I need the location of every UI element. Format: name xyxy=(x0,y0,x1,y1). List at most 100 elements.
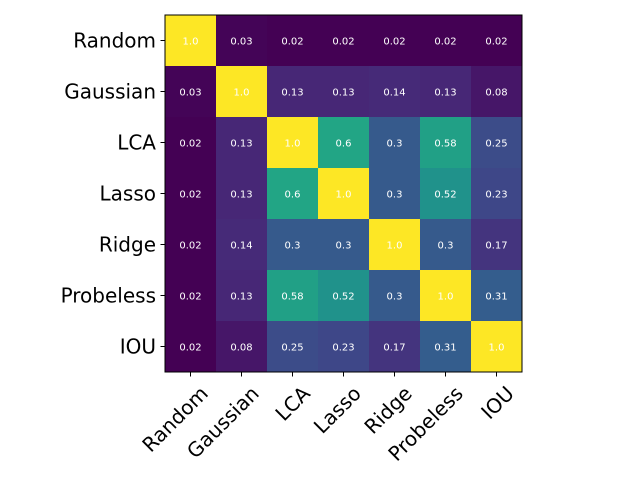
cell-value-label: 0.25 xyxy=(485,139,507,150)
cell-value-label: 1.0 xyxy=(234,88,250,99)
heatmap-cell-random-random xyxy=(165,15,217,67)
cell-value-label: 0.3 xyxy=(387,139,403,150)
heatmap-cell-iou-lca xyxy=(267,321,319,373)
y-tick-label-lasso: Lasso xyxy=(100,182,156,206)
cell-value-label: 0.6 xyxy=(336,139,352,150)
cell-value-label: 0.58 xyxy=(281,292,303,303)
cell-value-label: 0.02 xyxy=(434,37,456,48)
heatmap-cell-ridge-random xyxy=(165,219,217,271)
cell-value-label: 1.0 xyxy=(387,241,403,252)
cell-value-label: 0.13 xyxy=(281,88,303,99)
heatmap-cell-probeless-ridge xyxy=(369,270,421,322)
heatmap-cell-probeless-lca xyxy=(267,270,319,322)
cell-value-label: 0.02 xyxy=(179,190,201,201)
heatmap-cell-iou-ridge xyxy=(369,321,421,373)
cell-value-label: 0.3 xyxy=(438,241,454,252)
heatmap-cell-lca-iou xyxy=(471,117,523,169)
heatmap-cell-probeless-gaussian xyxy=(216,270,268,322)
heatmap-cell-gaussian-lca xyxy=(267,66,319,118)
cell-value-label: 0.13 xyxy=(434,88,456,99)
cell-value-label: 0.3 xyxy=(285,241,301,252)
cell-value-label: 0.02 xyxy=(179,343,201,354)
cell-value-label: 0.02 xyxy=(332,37,354,48)
cell-value-label: 0.02 xyxy=(485,37,507,48)
cell-value-label: 0.03 xyxy=(230,37,252,48)
heatmap-cell-lasso-lca xyxy=(267,168,319,220)
heatmap-cell-gaussian-probeless xyxy=(420,66,472,118)
heatmap-cell-lca-lasso xyxy=(318,117,370,169)
cell-value-label: 0.08 xyxy=(230,343,252,354)
heatmap-cell-lca-lca xyxy=(267,117,319,169)
cell-value-label: 0.3 xyxy=(387,190,403,201)
heatmap-cell-ridge-iou xyxy=(471,219,523,271)
cell-value-label: 0.13 xyxy=(230,139,252,150)
cell-value-label: 1.0 xyxy=(183,37,199,48)
cell-value-label: 0.14 xyxy=(383,88,405,99)
y-tick-label-probeless: Probeless xyxy=(61,284,156,308)
heatmap-cell-random-lca xyxy=(267,15,319,67)
cell-value-label: 0.13 xyxy=(230,190,252,201)
heatmap-cell-lca-gaussian xyxy=(216,117,268,169)
x-tick-label-iou: IOU xyxy=(476,381,519,424)
heatmap-cell-lca-probeless xyxy=(420,117,472,169)
heatmap-cell-lasso-iou xyxy=(471,168,523,220)
cell-value-label: 0.3 xyxy=(336,241,352,252)
y-tick-label-random: Random xyxy=(73,29,156,53)
heatmap-cell-iou-lasso xyxy=(318,321,370,373)
heatmap-cell-gaussian-ridge xyxy=(369,66,421,118)
heatmap-cell-ridge-ridge xyxy=(369,219,421,271)
cell-value-label: 0.31 xyxy=(485,292,507,303)
cell-value-label: 0.02 xyxy=(179,241,201,252)
cell-value-label: 0.25 xyxy=(281,343,303,354)
heatmap-cell-ridge-lca xyxy=(267,219,319,271)
heatmap-cell-gaussian-random xyxy=(165,66,217,118)
heatmap-cell-random-probeless xyxy=(420,15,472,67)
cell-value-label: 0.03 xyxy=(179,88,201,99)
cell-value-label: 1.0 xyxy=(489,343,505,354)
heatmap-cell-iou-probeless xyxy=(420,321,472,373)
cell-value-label: 0.23 xyxy=(485,190,507,201)
cell-value-label: 0.02 xyxy=(281,37,303,48)
heatmap-cell-lca-random xyxy=(165,117,217,169)
cell-value-label: 0.3 xyxy=(387,292,403,303)
heatmap-cell-lasso-ridge xyxy=(369,168,421,220)
cell-value-labels: 1.0 0.03 0.02 0.02 0.02 0.02 0.02 0.03 1.0 0.13 0.… xyxy=(179,37,507,354)
heatmap-cell-ridge-probeless xyxy=(420,219,472,271)
heatmap-cell-random-iou xyxy=(471,15,523,67)
heatmap-cell-iou-iou xyxy=(471,321,523,373)
heatmap-cell-random-ridge xyxy=(369,15,421,67)
heatmap-cell-probeless-probeless xyxy=(420,270,472,322)
heatmap-cell-ridge-gaussian xyxy=(216,219,268,271)
cell-value-label: 0.52 xyxy=(332,292,354,303)
cell-value-label: 0.6 xyxy=(285,190,301,201)
cell-value-label: 0.14 xyxy=(230,241,252,252)
x-tick-label-lasso: Lasso xyxy=(309,381,366,438)
cell-value-label: 0.02 xyxy=(383,37,405,48)
heatmap-cell-probeless-lasso xyxy=(318,270,370,322)
cell-value-label: 0.13 xyxy=(230,292,252,303)
heatmap-cell-gaussian-iou xyxy=(471,66,523,118)
cell-value-label: 0.17 xyxy=(485,241,507,252)
heatmap-cell-lasso-random xyxy=(165,168,217,220)
heatmap-cell-iou-random xyxy=(165,321,217,373)
heatmap-cell-random-lasso xyxy=(318,15,370,67)
cell-value-label: 0.23 xyxy=(332,343,354,354)
heatmap-cells xyxy=(165,15,523,373)
y-tick-label-lca: LCA xyxy=(117,131,156,155)
heatmap-cell-lasso-lasso xyxy=(318,168,370,220)
cell-value-label: 0.58 xyxy=(434,139,456,150)
cell-value-label: 0.08 xyxy=(485,88,507,99)
cell-value-label: 0.02 xyxy=(179,139,201,150)
heatmap-cell-random-gaussian xyxy=(216,15,268,67)
y-tick-label-ridge: Ridge xyxy=(99,233,156,257)
heatmap-cell-lasso-gaussian xyxy=(216,168,268,220)
cell-value-label: 0.52 xyxy=(434,190,456,201)
cell-value-label: 0.17 xyxy=(383,343,405,354)
cell-value-label: 0.31 xyxy=(434,343,456,354)
heatmap-cell-iou-gaussian xyxy=(216,321,268,373)
heatmap-cell-gaussian-lasso xyxy=(318,66,370,118)
y-tick-label-gaussian: Gaussian xyxy=(64,80,156,104)
cell-value-label: 0.13 xyxy=(332,88,354,99)
